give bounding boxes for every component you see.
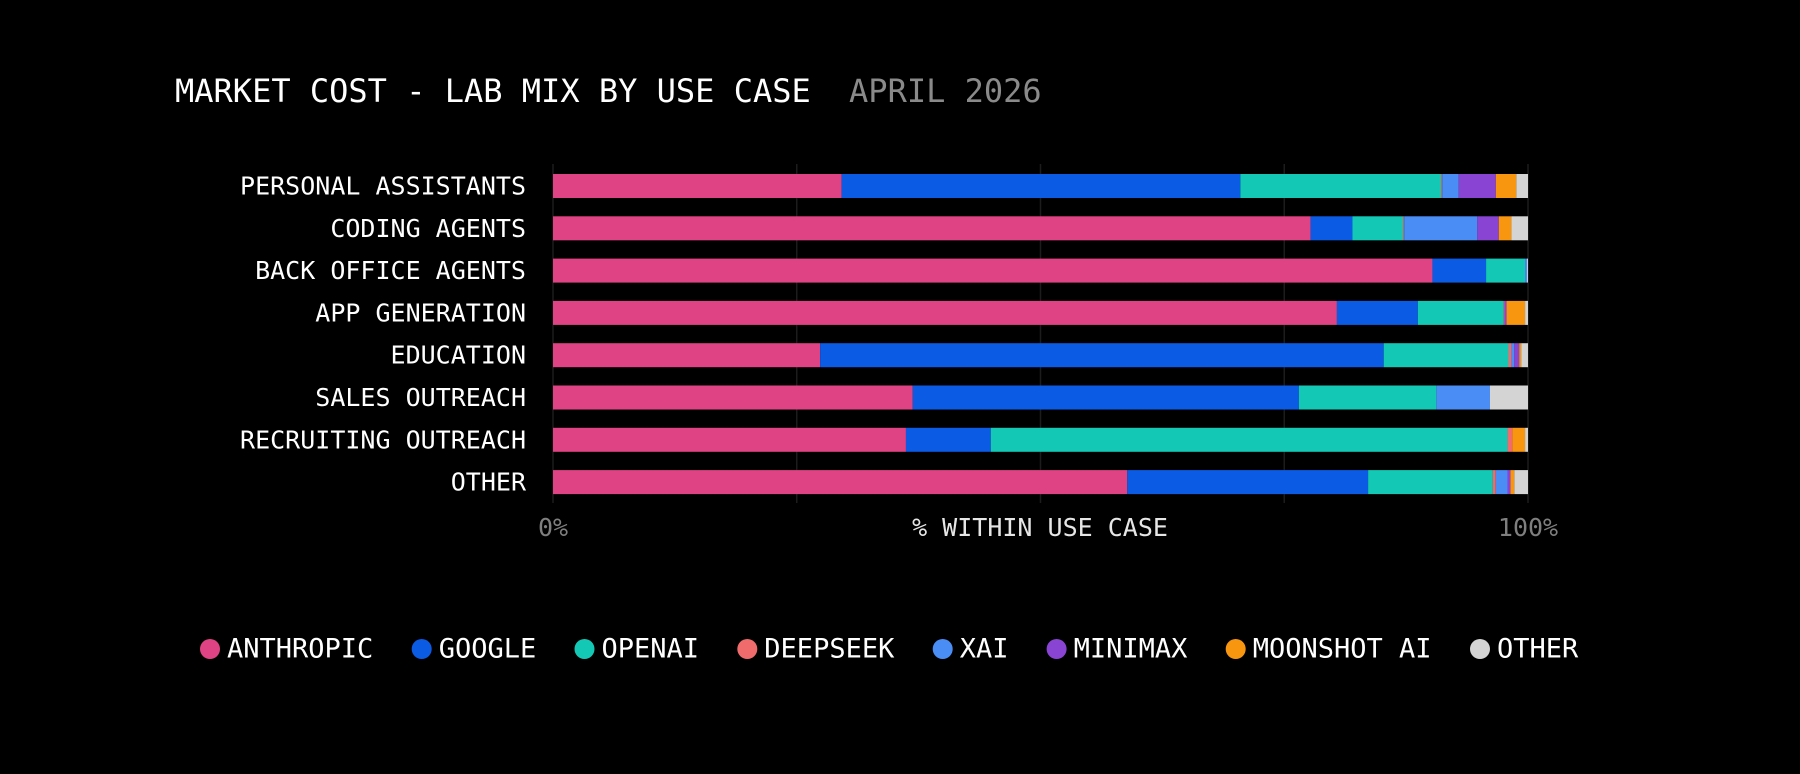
category-label: BACK OFFICE AGENTS [255, 256, 526, 285]
category-label: EDUCATION [391, 341, 526, 370]
bar-segment [553, 385, 913, 410]
bar-segment [553, 174, 842, 198]
bar-segment [1458, 174, 1496, 198]
category-label: CODING AGENTS [330, 214, 526, 243]
category-label: RECRUITING OUTREACH [240, 425, 526, 454]
bar-segment [1498, 216, 1512, 241]
bar-segment [553, 427, 906, 452]
legend-swatch [574, 639, 595, 659]
bar-segment [1417, 300, 1504, 325]
legend-swatch [1470, 639, 1490, 659]
bar-segment [1368, 470, 1493, 495]
legend-swatch [932, 639, 953, 659]
bar-segment [1506, 300, 1526, 325]
bar-segment [1519, 343, 1522, 368]
legend-label: DEEPSEEK [764, 634, 895, 665]
bar-segment [1511, 216, 1528, 241]
bar-segment [553, 343, 821, 368]
bar-segment [1352, 216, 1404, 241]
bar-segment [1514, 343, 1520, 368]
grid-lines [552, 164, 1529, 503]
bar-segment [1383, 343, 1509, 368]
bar-segment [1436, 385, 1490, 410]
chart-subtitle: APRIL 2026 [849, 72, 1042, 110]
bar-segment [1127, 470, 1369, 495]
bar-segment [1240, 174, 1442, 198]
bar-segment [1495, 470, 1508, 495]
legend-swatch [411, 639, 432, 659]
bar-segment [553, 216, 1311, 241]
bar-segment [1504, 300, 1507, 325]
category-label: APP GENERATION [315, 298, 526, 327]
bar-segment [820, 343, 1384, 368]
bar-segment [1507, 427, 1513, 452]
bar-segment [1442, 174, 1459, 198]
bar-segment [1508, 343, 1512, 368]
category-label: PERSONAL ASSISTANTS [240, 172, 526, 201]
legend-label: XAI [960, 634, 1009, 665]
category-label: SALES OUTREACH [315, 383, 526, 412]
bar-segment [1525, 300, 1528, 325]
bar-segment [1441, 174, 1443, 198]
legend-label: MINIMAX [1074, 634, 1188, 665]
category-label: OTHER [451, 468, 527, 497]
legend-label: OPENAI [602, 634, 700, 665]
bar-segment [841, 174, 1241, 198]
legend-swatch [1225, 639, 1246, 659]
bar-segment [990, 427, 1508, 452]
bar-segment [553, 258, 1433, 283]
bar-segment [1432, 258, 1487, 283]
category-labels: PERSONAL ASSISTANTS CODING AGENTS BACK OFF… [240, 172, 527, 497]
bar-segment [1336, 300, 1418, 325]
legend-swatch [200, 639, 220, 659]
bar-segment [1298, 385, 1437, 410]
bar-segment [1525, 258, 1528, 283]
legend: ANTHROPIC GOOGLE OPENAI DEEPSEEK XAI MINIMAX M… [200, 634, 1579, 665]
bar-segment [1511, 343, 1515, 368]
bar-segment [553, 300, 1337, 325]
chart-title-group: MARKET COST - LAB MIX BY USE CASE APRIL … [175, 72, 1042, 110]
x-axis-ticks: 0% 100% [538, 513, 1558, 542]
bar-segment [1507, 470, 1511, 495]
bar-segment [1527, 258, 1528, 283]
legend-label: MOONSHOT AI [1253, 634, 1432, 665]
x-tick-label: 0% [538, 513, 568, 542]
bar-segment [905, 427, 991, 452]
bar-segment [1525, 427, 1528, 452]
legend-swatch [1046, 639, 1067, 659]
bar-segment [553, 470, 1128, 495]
bar-segment [1489, 385, 1528, 410]
bar-segment [1404, 216, 1478, 241]
bar-segment [912, 385, 1299, 410]
legend-label: ANTHROPIC [227, 634, 373, 665]
bar-segment [1477, 216, 1499, 241]
bar-segment [1503, 300, 1505, 325]
x-tick-label: 100% [1498, 513, 1558, 542]
bar-segment [1510, 470, 1515, 495]
bar-segment [1514, 470, 1528, 495]
bar-segment [1495, 174, 1517, 198]
bar-segment [1492, 470, 1496, 495]
bar-segment [1521, 343, 1528, 368]
chart-title: MARKET COST - LAB MIX BY USE CASE [175, 72, 811, 110]
bar-segment [1512, 427, 1526, 452]
legend-swatch [737, 639, 758, 659]
bar-segment [1516, 174, 1528, 198]
x-axis-label: % WITHIN USE CASE [912, 513, 1168, 542]
legend-label: GOOGLE [439, 634, 537, 665]
bar-segment [1310, 216, 1353, 241]
bar-segment [1486, 258, 1526, 283]
bars [553, 174, 1528, 495]
bar-segment [1403, 216, 1405, 241]
legend-label: OTHER [1497, 634, 1579, 665]
